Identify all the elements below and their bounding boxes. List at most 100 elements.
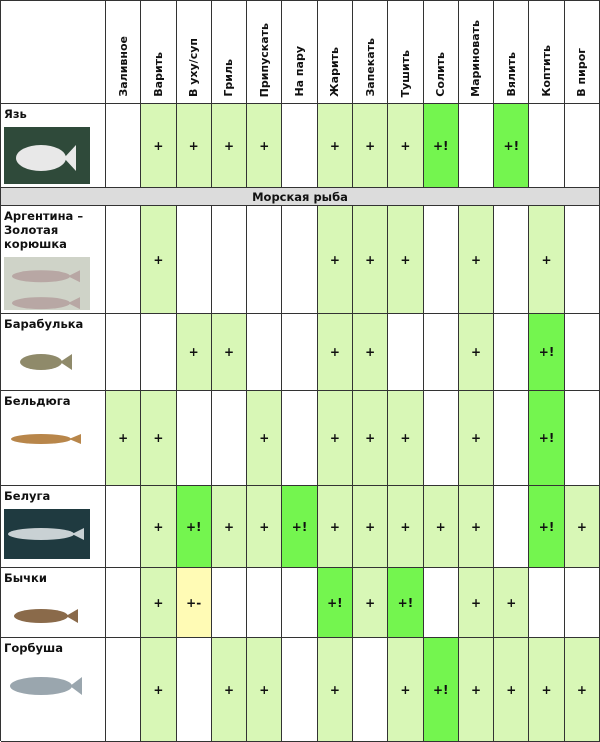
method-cell bbox=[282, 104, 318, 188]
fish-image bbox=[4, 414, 90, 464]
column-header-label: Жарить bbox=[328, 47, 342, 97]
column-header: Жарить bbox=[317, 1, 353, 104]
method-cell: + bbox=[388, 104, 424, 188]
method-cell bbox=[247, 206, 283, 314]
method-cell bbox=[247, 314, 283, 391]
fish-image bbox=[4, 257, 90, 310]
method-cell: + bbox=[352, 568, 389, 638]
method-cell: + bbox=[211, 638, 248, 742]
method-cell: +! bbox=[423, 638, 459, 742]
column-header: Коптить bbox=[529, 1, 565, 104]
method-cell: + bbox=[458, 206, 495, 314]
method-cell bbox=[352, 638, 389, 742]
method-cell: + bbox=[247, 638, 283, 742]
column-header-label: Коптить bbox=[540, 45, 554, 97]
method-cell bbox=[423, 568, 459, 638]
method-cell: + bbox=[458, 638, 495, 742]
method-cell: +! bbox=[282, 486, 318, 568]
method-cell: + bbox=[529, 206, 565, 314]
method-cell: + bbox=[388, 486, 424, 568]
method-cell bbox=[106, 314, 142, 391]
fish-name-cell: Язь bbox=[1, 104, 106, 188]
method-cell: + bbox=[529, 638, 565, 742]
method-cell bbox=[564, 206, 600, 314]
method-cell: +! bbox=[388, 568, 424, 638]
method-cell: + bbox=[458, 391, 495, 486]
fish-name: Белуга bbox=[4, 489, 51, 503]
method-cell: + bbox=[211, 314, 248, 391]
method-cell: + bbox=[141, 391, 177, 486]
method-cell bbox=[282, 206, 318, 314]
method-cell bbox=[494, 314, 530, 391]
method-cell bbox=[564, 314, 600, 391]
fish-name: Бычки bbox=[4, 571, 47, 585]
method-cell: +! bbox=[529, 391, 565, 486]
method-cell: +- bbox=[176, 568, 212, 638]
method-cell: +! bbox=[494, 104, 530, 188]
method-cell: + bbox=[352, 391, 389, 486]
column-header: Варить bbox=[141, 1, 177, 104]
method-cell bbox=[176, 206, 212, 314]
method-cell: + bbox=[176, 104, 212, 188]
column-header: Запекать bbox=[352, 1, 389, 104]
column-header: На пару bbox=[282, 1, 318, 104]
method-cell: + bbox=[141, 104, 177, 188]
column-header-label: Припускать bbox=[257, 22, 271, 97]
method-cell: + bbox=[458, 314, 495, 391]
method-cell: + bbox=[247, 104, 283, 188]
method-cell bbox=[282, 638, 318, 742]
method-cell bbox=[106, 486, 142, 568]
method-cell: + bbox=[247, 391, 283, 486]
method-cell: + bbox=[388, 391, 424, 486]
column-header: Припускать bbox=[247, 1, 283, 104]
method-cell: + bbox=[352, 104, 389, 188]
column-header-label: Заливное bbox=[116, 36, 130, 97]
method-cell: + bbox=[317, 638, 353, 742]
method-cell bbox=[529, 104, 565, 188]
column-header-label: Мариновать bbox=[469, 20, 483, 97]
method-cell bbox=[423, 391, 459, 486]
section-header: Морская рыба bbox=[1, 188, 600, 206]
method-cell bbox=[423, 206, 459, 314]
method-cell bbox=[282, 314, 318, 391]
column-header: Мариновать bbox=[458, 1, 495, 104]
method-cell: + bbox=[423, 486, 459, 568]
fish-image bbox=[4, 127, 90, 184]
method-cell: + bbox=[247, 486, 283, 568]
fish-name: Аргентина – Золотая корюшка bbox=[4, 209, 84, 251]
method-cell: + bbox=[564, 638, 600, 742]
method-cell: + bbox=[458, 486, 495, 568]
column-header-label: В уху/суп bbox=[187, 38, 201, 97]
fish-name-cell: Горбуша bbox=[1, 638, 106, 742]
column-header: В пирог bbox=[564, 1, 600, 104]
method-cell: + bbox=[106, 391, 142, 486]
method-cell bbox=[247, 568, 283, 638]
method-cell bbox=[494, 206, 530, 314]
method-cell: + bbox=[494, 568, 530, 638]
fish-name: Бельдюга bbox=[4, 394, 71, 408]
column-header-label: Вялить bbox=[504, 52, 518, 97]
method-cell: + bbox=[388, 206, 424, 314]
column-header-label: Гриль bbox=[222, 59, 236, 97]
method-cell: + bbox=[317, 391, 353, 486]
method-cell: + bbox=[494, 638, 530, 742]
column-header-label: Запекать bbox=[363, 38, 377, 97]
fish-name-cell: Бельдюга bbox=[1, 391, 106, 486]
method-cell: + bbox=[317, 314, 353, 391]
method-cell: + bbox=[352, 486, 389, 568]
method-cell: + bbox=[458, 568, 495, 638]
method-cell: + bbox=[141, 568, 177, 638]
method-cell: + bbox=[352, 206, 389, 314]
column-header: Гриль bbox=[211, 1, 248, 104]
fish-name-cell: Бычки bbox=[1, 568, 106, 638]
fish-image bbox=[4, 661, 90, 711]
method-cell: +! bbox=[529, 314, 565, 391]
method-cell bbox=[211, 391, 248, 486]
method-cell: +! bbox=[423, 104, 459, 188]
method-cell: + bbox=[141, 638, 177, 742]
fish-image bbox=[4, 337, 90, 387]
fish-name: Барабулька bbox=[4, 317, 84, 331]
method-cell bbox=[282, 391, 318, 486]
method-cell bbox=[494, 391, 530, 486]
column-header: В уху/суп bbox=[176, 1, 212, 104]
